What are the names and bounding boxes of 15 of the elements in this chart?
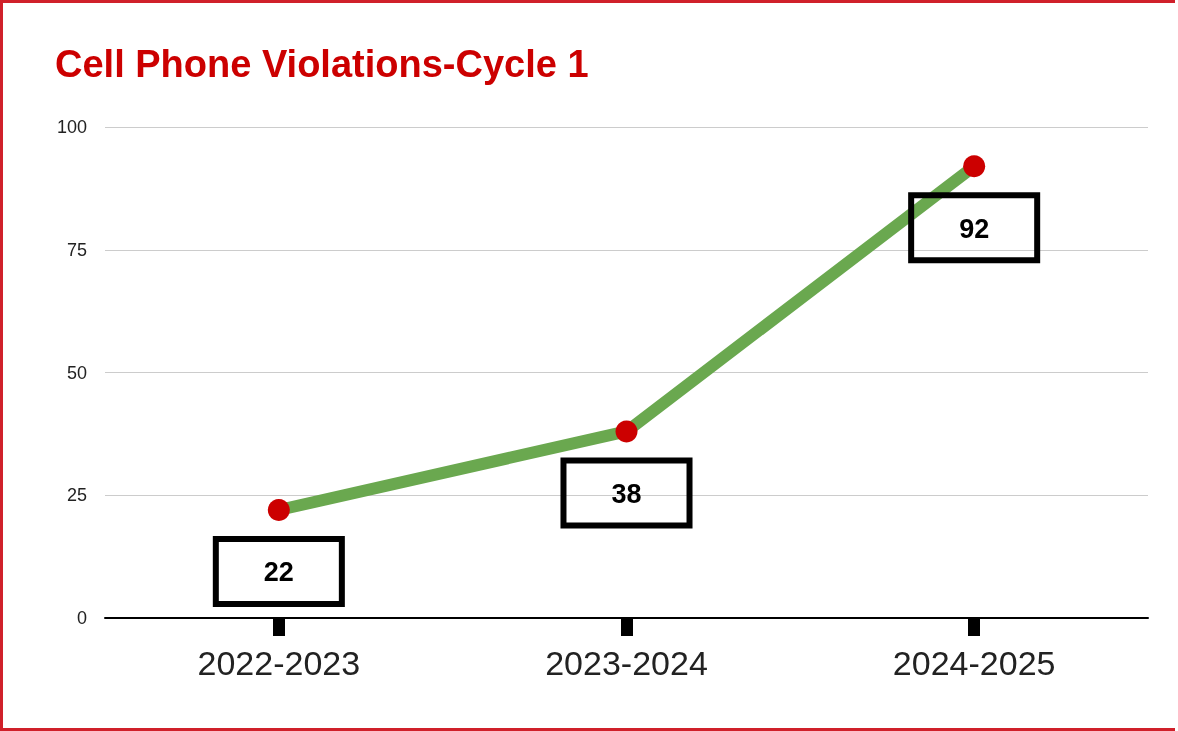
chart-title: Cell Phone Violations-Cycle 1: [55, 43, 589, 85]
y-tick-label: 75: [66, 239, 87, 260]
y-tick-label: 0: [76, 608, 87, 628]
point: [963, 155, 986, 178]
x-tick-label: 2023-2024: [545, 644, 708, 682]
data-label: 92: [959, 213, 990, 244]
point: [615, 420, 638, 443]
x-tick-label: 2022-2023: [197, 644, 361, 682]
y-tick-label: 100: [56, 117, 87, 137]
point: [267, 498, 290, 521]
data-label: 38: [611, 478, 642, 509]
data-label: 22: [263, 557, 294, 588]
x-tick-label: 2024-2025: [892, 644, 1056, 682]
y-tick-label: 50: [66, 362, 87, 383]
y-tick-label: 25: [66, 485, 87, 506]
